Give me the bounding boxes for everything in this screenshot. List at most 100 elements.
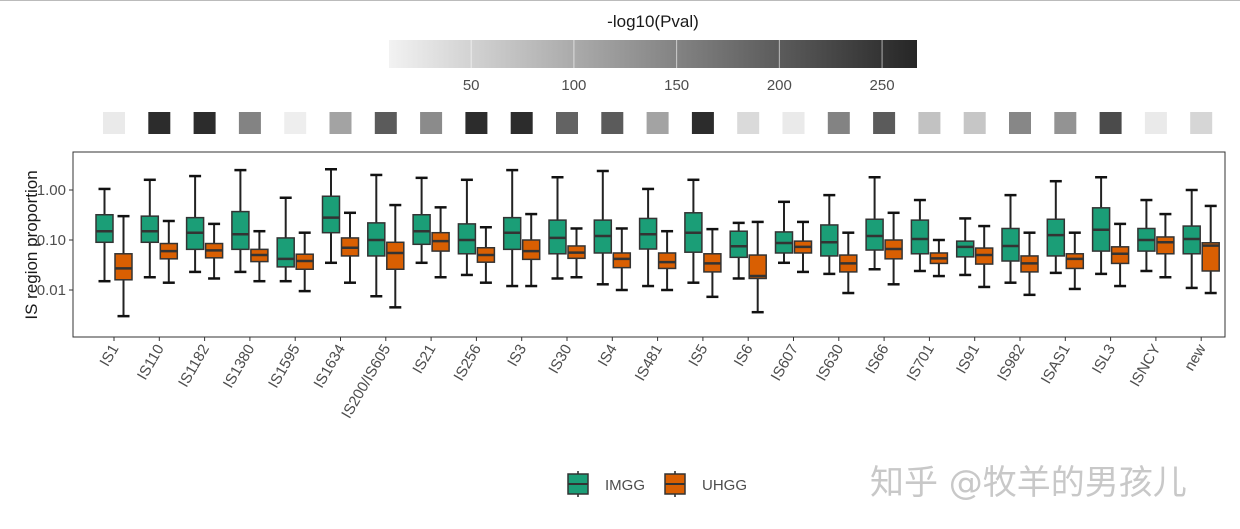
heatmap-cell — [1054, 112, 1077, 134]
heatmap-cell — [1190, 112, 1213, 134]
box-imgg — [95, 187, 114, 283]
box — [1201, 242, 1220, 272]
heatmap-cell — [556, 112, 578, 134]
box-imgg — [1091, 175, 1111, 276]
heatmap-cell — [103, 112, 125, 134]
box — [955, 240, 975, 258]
box — [386, 241, 405, 271]
x-tick-label: IS630 — [813, 342, 847, 384]
box-imgg — [684, 178, 703, 284]
x-tick-label: ISL3 — [1089, 342, 1119, 377]
colorbar — [389, 40, 917, 68]
box-uhgg — [567, 227, 586, 279]
box-uhgg — [431, 206, 450, 279]
x-tick-label: IS256 — [451, 342, 485, 384]
x-tick-label: IS1380 — [220, 342, 258, 392]
heatmap-cell — [737, 112, 760, 134]
box-uhgg — [114, 214, 133, 318]
box — [1156, 236, 1175, 255]
box-imgg — [321, 168, 341, 265]
box-imgg — [638, 187, 658, 288]
x-tick-label: new — [1181, 341, 1210, 373]
box-imgg — [367, 173, 386, 298]
heatmap-cell — [329, 112, 352, 134]
box — [321, 195, 341, 234]
box — [657, 252, 677, 270]
box-uhgg — [1201, 204, 1220, 295]
y-tick-label: 1.00 — [37, 182, 66, 199]
box — [612, 252, 632, 269]
box — [276, 237, 295, 268]
heatmap-cell — [238, 112, 261, 134]
box — [521, 239, 541, 261]
x-tick-label: IS982 — [994, 342, 1028, 384]
x-tick-label: IS1 — [96, 342, 122, 370]
heatmap-cell — [374, 112, 397, 134]
box-uhgg — [793, 220, 813, 274]
x-tick-label: IS4 — [595, 342, 621, 370]
legend-label: IMGG — [605, 477, 645, 494]
box-imgg — [457, 178, 477, 277]
box-imgg — [140, 178, 160, 279]
box-imgg — [1046, 179, 1066, 275]
x-tick-label: IS6 — [731, 342, 757, 370]
colorbar-title: -log10(Pval) — [607, 12, 699, 31]
colorbar-tick-label: 250 — [870, 77, 895, 94]
x-tick-label: IS1595 — [265, 342, 303, 392]
heatmap-cell — [601, 112, 624, 134]
box — [748, 254, 767, 280]
box — [1065, 253, 1085, 270]
colorbar-tick-label: 100 — [561, 77, 586, 94]
x-tick-label: IS91 — [953, 342, 983, 377]
colorbar-tick-label: 50 — [463, 77, 480, 94]
box-uhgg — [1020, 231, 1039, 297]
x-tick-label: IS5 — [685, 342, 711, 370]
box — [140, 215, 160, 244]
box — [1046, 218, 1066, 257]
box-imgg — [1182, 188, 1201, 290]
heatmap-cell — [193, 112, 216, 134]
box — [865, 218, 884, 251]
x-tick-label: IS607 — [768, 342, 802, 384]
heatmap-cell — [1009, 112, 1031, 134]
box-imgg — [820, 193, 839, 276]
x-tick-label: IS30 — [545, 342, 575, 377]
heatmap-cell — [1099, 112, 1122, 134]
heatmap-cell — [873, 112, 896, 134]
box-uhgg — [204, 222, 224, 280]
y-tick-label: 0.10 — [37, 232, 66, 249]
heatmap-cell — [284, 112, 307, 134]
heatmap-cell — [148, 112, 171, 134]
box-imgg — [231, 168, 250, 274]
legend: IMGG UHGG — [567, 471, 747, 497]
x-tick-label: IS481 — [632, 342, 666, 384]
x-tick-label: IS21 — [409, 342, 439, 377]
y-axis-label: IS region proportion — [22, 170, 41, 319]
box-uhgg — [386, 203, 405, 309]
box — [729, 230, 748, 259]
box — [231, 210, 250, 251]
colorbar-tick-label: 150 — [664, 77, 689, 94]
box-uhgg — [295, 231, 314, 293]
heatmap-cell — [1144, 112, 1167, 134]
box-imgg — [412, 176, 431, 265]
box-imgg — [185, 174, 205, 274]
box-uhgg — [476, 225, 496, 284]
box — [114, 253, 133, 281]
legend-label: UHGG — [702, 477, 747, 494]
box-uhgg — [839, 231, 858, 295]
box-uhgg — [1110, 222, 1130, 288]
box-uhgg — [929, 238, 949, 278]
box-imgg — [865, 175, 884, 271]
box — [910, 219, 930, 255]
heatmap-cell — [691, 112, 714, 134]
box-imgg — [910, 198, 930, 273]
box-uhgg — [1156, 212, 1175, 279]
colorbar-tick-label: 200 — [767, 77, 792, 94]
box-imgg — [955, 217, 975, 277]
x-tick-label: IS701 — [904, 342, 938, 384]
x-tick-label: IS66 — [862, 342, 892, 377]
box-uhgg — [250, 229, 269, 283]
box — [1110, 246, 1130, 265]
